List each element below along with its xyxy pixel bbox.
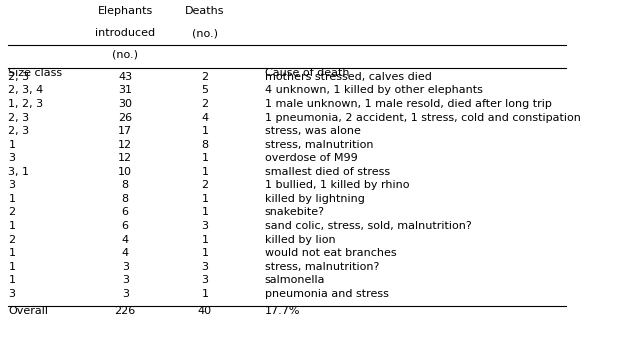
Text: 2, 3: 2, 3: [8, 72, 30, 82]
Text: stress, malnutrition?: stress, malnutrition?: [264, 262, 379, 272]
Text: 12: 12: [118, 153, 133, 163]
Text: 1 male unknown, 1 male resold, died after long trip: 1 male unknown, 1 male resold, died afte…: [264, 99, 551, 109]
Text: 3: 3: [8, 180, 16, 190]
Text: 17: 17: [118, 126, 133, 136]
Text: stress, was alone: stress, was alone: [264, 126, 360, 136]
Text: 3: 3: [122, 289, 129, 299]
Text: introduced: introduced: [95, 28, 155, 38]
Text: 1: 1: [8, 275, 16, 285]
Text: 3: 3: [122, 262, 129, 272]
Text: 17.7%: 17.7%: [264, 306, 300, 316]
Text: 6: 6: [122, 207, 129, 218]
Text: (no.): (no.): [192, 28, 218, 38]
Text: 5: 5: [202, 86, 208, 95]
Text: 8: 8: [202, 140, 208, 150]
Text: 3: 3: [122, 275, 129, 285]
Text: 2, 3: 2, 3: [8, 113, 30, 122]
Text: 3, 1: 3, 1: [8, 167, 30, 177]
Text: 1: 1: [8, 194, 16, 204]
Text: overdose of M99: overdose of M99: [264, 153, 357, 163]
Text: Elephants: Elephants: [97, 6, 153, 16]
Text: 1: 1: [202, 235, 208, 245]
Text: 1: 1: [202, 207, 208, 218]
Text: 1: 1: [202, 167, 208, 177]
Text: 12: 12: [118, 140, 133, 150]
Text: 30: 30: [118, 99, 133, 109]
Text: 4 unknown, 1 killed by other elephants: 4 unknown, 1 killed by other elephants: [264, 86, 482, 95]
Text: Size class: Size class: [8, 68, 63, 78]
Text: 1: 1: [8, 221, 16, 231]
Text: mothers stressed, calves died: mothers stressed, calves died: [264, 72, 431, 82]
Text: 3: 3: [8, 289, 16, 299]
Text: 1: 1: [8, 140, 16, 150]
Text: 2, 3: 2, 3: [8, 126, 30, 136]
Text: 3: 3: [202, 221, 208, 231]
Text: 226: 226: [114, 306, 136, 316]
Text: 1: 1: [202, 126, 208, 136]
Text: killed by lion: killed by lion: [264, 235, 335, 245]
Text: 2: 2: [8, 207, 16, 218]
Text: 2, 3, 4: 2, 3, 4: [8, 86, 44, 95]
Text: 8: 8: [122, 194, 129, 204]
Text: 1: 1: [202, 248, 208, 258]
Text: salmonella: salmonella: [264, 275, 325, 285]
Text: 4: 4: [122, 248, 129, 258]
Text: 31: 31: [118, 86, 133, 95]
Text: 8: 8: [122, 180, 129, 190]
Text: sand colic, stress, sold, malnutrition?: sand colic, stress, sold, malnutrition?: [264, 221, 472, 231]
Text: 4: 4: [202, 113, 208, 122]
Text: Deaths: Deaths: [185, 6, 225, 16]
Text: smallest died of stress: smallest died of stress: [264, 167, 390, 177]
Text: (no.): (no.): [112, 50, 138, 60]
Text: 4: 4: [122, 235, 129, 245]
Text: 1: 1: [202, 289, 208, 299]
Text: 2: 2: [8, 235, 16, 245]
Text: 1, 2, 3: 1, 2, 3: [8, 99, 43, 109]
Text: stress, malnutrition: stress, malnutrition: [264, 140, 373, 150]
Text: 26: 26: [118, 113, 133, 122]
Text: 10: 10: [118, 167, 133, 177]
Text: 1: 1: [8, 262, 16, 272]
Text: 1 pneumonia, 2 accident, 1 stress, cold and constipation: 1 pneumonia, 2 accident, 1 stress, cold …: [264, 113, 580, 122]
Text: 2: 2: [202, 180, 208, 190]
Text: 2: 2: [202, 99, 208, 109]
Text: killed by lightning: killed by lightning: [264, 194, 365, 204]
Text: would not eat branches: would not eat branches: [264, 248, 396, 258]
Text: 1: 1: [202, 194, 208, 204]
Text: 3: 3: [202, 275, 208, 285]
Text: Cause of death: Cause of death: [264, 68, 349, 78]
Text: 6: 6: [122, 221, 129, 231]
Text: 1: 1: [8, 248, 16, 258]
Text: 3: 3: [8, 153, 16, 163]
Text: pneumonia and stress: pneumonia and stress: [264, 289, 389, 299]
Text: 3: 3: [202, 262, 208, 272]
Text: Overall: Overall: [8, 306, 48, 316]
Text: snakebite?: snakebite?: [264, 207, 325, 218]
Text: 2: 2: [202, 72, 208, 82]
Text: 43: 43: [118, 72, 133, 82]
Text: 1: 1: [202, 153, 208, 163]
Text: 1 bullied, 1 killed by rhino: 1 bullied, 1 killed by rhino: [264, 180, 409, 190]
Text: 40: 40: [198, 306, 212, 316]
